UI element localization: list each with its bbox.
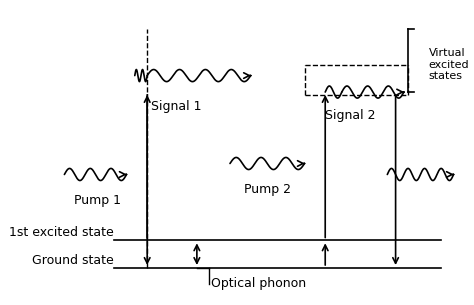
Text: Signal 1: Signal 1 [151,100,201,113]
Text: Pump 2: Pump 2 [244,183,291,196]
Text: Optical phonon: Optical phonon [211,277,307,290]
Text: Ground state: Ground state [32,253,114,267]
Text: 1st excited state: 1st excited state [9,226,114,239]
Text: Pump 1: Pump 1 [74,194,121,207]
Text: Virtual
excited
states: Virtual excited states [428,48,469,81]
Text: Signal 2: Signal 2 [325,109,375,121]
